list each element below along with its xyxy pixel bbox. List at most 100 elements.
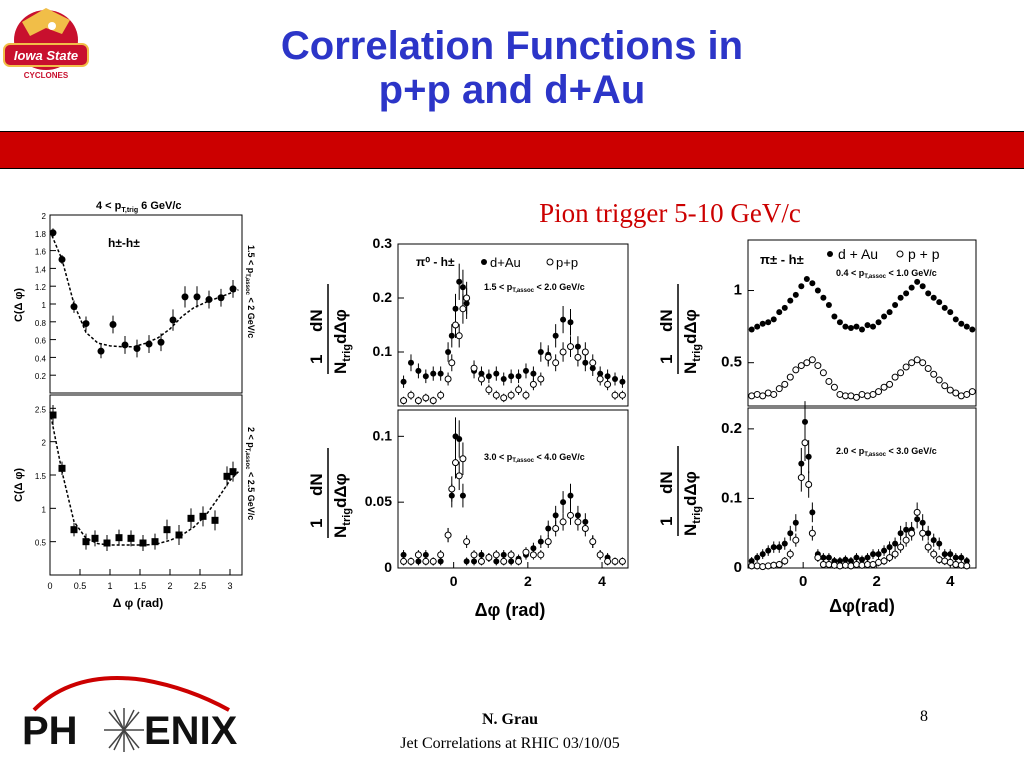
y-label-one: 1 — [307, 519, 326, 528]
data-point — [169, 316, 177, 324]
data-point — [947, 551, 954, 558]
data-point — [229, 285, 237, 293]
data-point — [574, 353, 582, 361]
data-point — [886, 554, 894, 562]
y-tick-label: 0.2 — [721, 420, 742, 437]
data-point — [193, 293, 201, 301]
data-point — [864, 554, 871, 561]
svg-text:CYCLONES: CYCLONES — [24, 71, 69, 80]
data-point — [400, 551, 407, 558]
data-point — [919, 359, 927, 367]
y-tick-label: 2 — [42, 212, 47, 221]
y-tick-label: 0.1 — [721, 489, 742, 506]
data-point — [604, 373, 611, 380]
data-point — [913, 356, 921, 364]
title-line-2: p+p and d+Au — [378, 68, 646, 112]
data-point — [775, 561, 783, 569]
data-point — [805, 481, 813, 489]
data-point — [787, 297, 794, 304]
data-point — [930, 370, 938, 378]
data-point — [508, 373, 515, 380]
data-point — [952, 316, 959, 323]
data-point — [223, 472, 231, 480]
data-point — [776, 544, 783, 551]
data-point — [49, 411, 57, 419]
data-point — [792, 519, 799, 526]
data-point — [596, 375, 604, 383]
footer-author: N. Grau — [482, 711, 538, 728]
data-point — [919, 283, 926, 290]
x-tick-label: 2 — [873, 573, 881, 590]
data-point — [930, 537, 937, 544]
legend-pp: p + p — [908, 246, 940, 262]
data-point — [229, 468, 237, 476]
data-point — [407, 359, 414, 366]
data-point — [859, 556, 865, 563]
data-point — [814, 362, 822, 370]
data-point — [963, 558, 970, 565]
data-point — [781, 540, 788, 547]
y-tick-label: 1.5 — [35, 472, 47, 481]
data-point — [786, 373, 794, 381]
data-point — [455, 472, 463, 480]
y-tick-label: 0.8 — [35, 319, 47, 328]
data-point — [612, 376, 619, 382]
data-point — [422, 394, 430, 402]
x-tick-label: 4 — [946, 573, 955, 590]
y-label-one: 1 — [307, 355, 326, 364]
y-tick-label: 1 — [42, 301, 47, 310]
data-point — [770, 544, 777, 551]
panel-label: h±-h± — [108, 236, 140, 250]
data-point — [930, 294, 937, 301]
data-point — [897, 294, 904, 301]
data-point — [792, 291, 799, 298]
data-point — [968, 388, 976, 396]
data-point — [70, 303, 78, 311]
data-point — [407, 557, 415, 565]
data-point — [963, 390, 971, 398]
data-point — [825, 554, 832, 561]
iowa-state-logo: Iowa State CYCLONES — [3, 8, 89, 80]
slide-title: Correlation Functions in p+p and d+Au — [200, 24, 824, 112]
y-tick-label: 0.3 — [373, 235, 393, 251]
data-point — [121, 341, 129, 349]
side-label-text: 2 < pT,assoc < 2.5 GeV/c — [244, 427, 256, 520]
data-point — [552, 359, 560, 367]
pipm-high-plot: 0 0.1 0.2 0 2 4 2.0 < pT,assoc < 3.0 GeV/c 1 dNN… — [657, 401, 977, 616]
data-point — [545, 525, 552, 532]
data-point — [400, 397, 408, 405]
y-tick-label: 2.5 — [35, 405, 47, 414]
data-point — [478, 551, 485, 558]
data-point — [803, 359, 811, 367]
y-label-dn: dN — [657, 309, 676, 332]
footer-talk: Jet Correlations at RHIC 03/10/05 — [400, 735, 620, 752]
data-point — [492, 391, 500, 399]
data-point — [574, 518, 582, 526]
y-tick-label: 1.4 — [35, 265, 47, 274]
data-point — [859, 326, 865, 333]
data-point — [809, 280, 816, 287]
data-point — [786, 550, 794, 558]
pi0-figure: 0.1 0.2 0.3 π⁰ - h± d+Au p+p 1.5 < pT,assoc < … — [307, 235, 629, 620]
legend-dau: d+Au — [490, 255, 521, 270]
data-point — [477, 557, 485, 565]
data-point — [133, 345, 141, 352]
data-point — [748, 558, 755, 565]
y-label-dn: dN — [657, 471, 676, 494]
y-axis-label: C(Δ φ) — [13, 468, 25, 502]
data-point — [522, 548, 530, 556]
data-point — [930, 550, 938, 558]
data-point — [886, 309, 893, 316]
data-point — [422, 557, 430, 565]
data-point — [515, 373, 522, 380]
data-point — [400, 378, 407, 385]
data-point — [802, 418, 808, 425]
title-divider-bar — [0, 131, 1024, 169]
pi0-low-plot: 0.1 0.2 0.3 π⁰ - h± d+Au p+p 1.5 < pT,assoc < … — [307, 235, 629, 407]
x-tick-label: 2 — [524, 573, 532, 589]
data-point — [574, 343, 581, 350]
data-point — [941, 304, 948, 311]
data-point — [115, 534, 123, 542]
y-label-one: 1 — [657, 517, 676, 526]
